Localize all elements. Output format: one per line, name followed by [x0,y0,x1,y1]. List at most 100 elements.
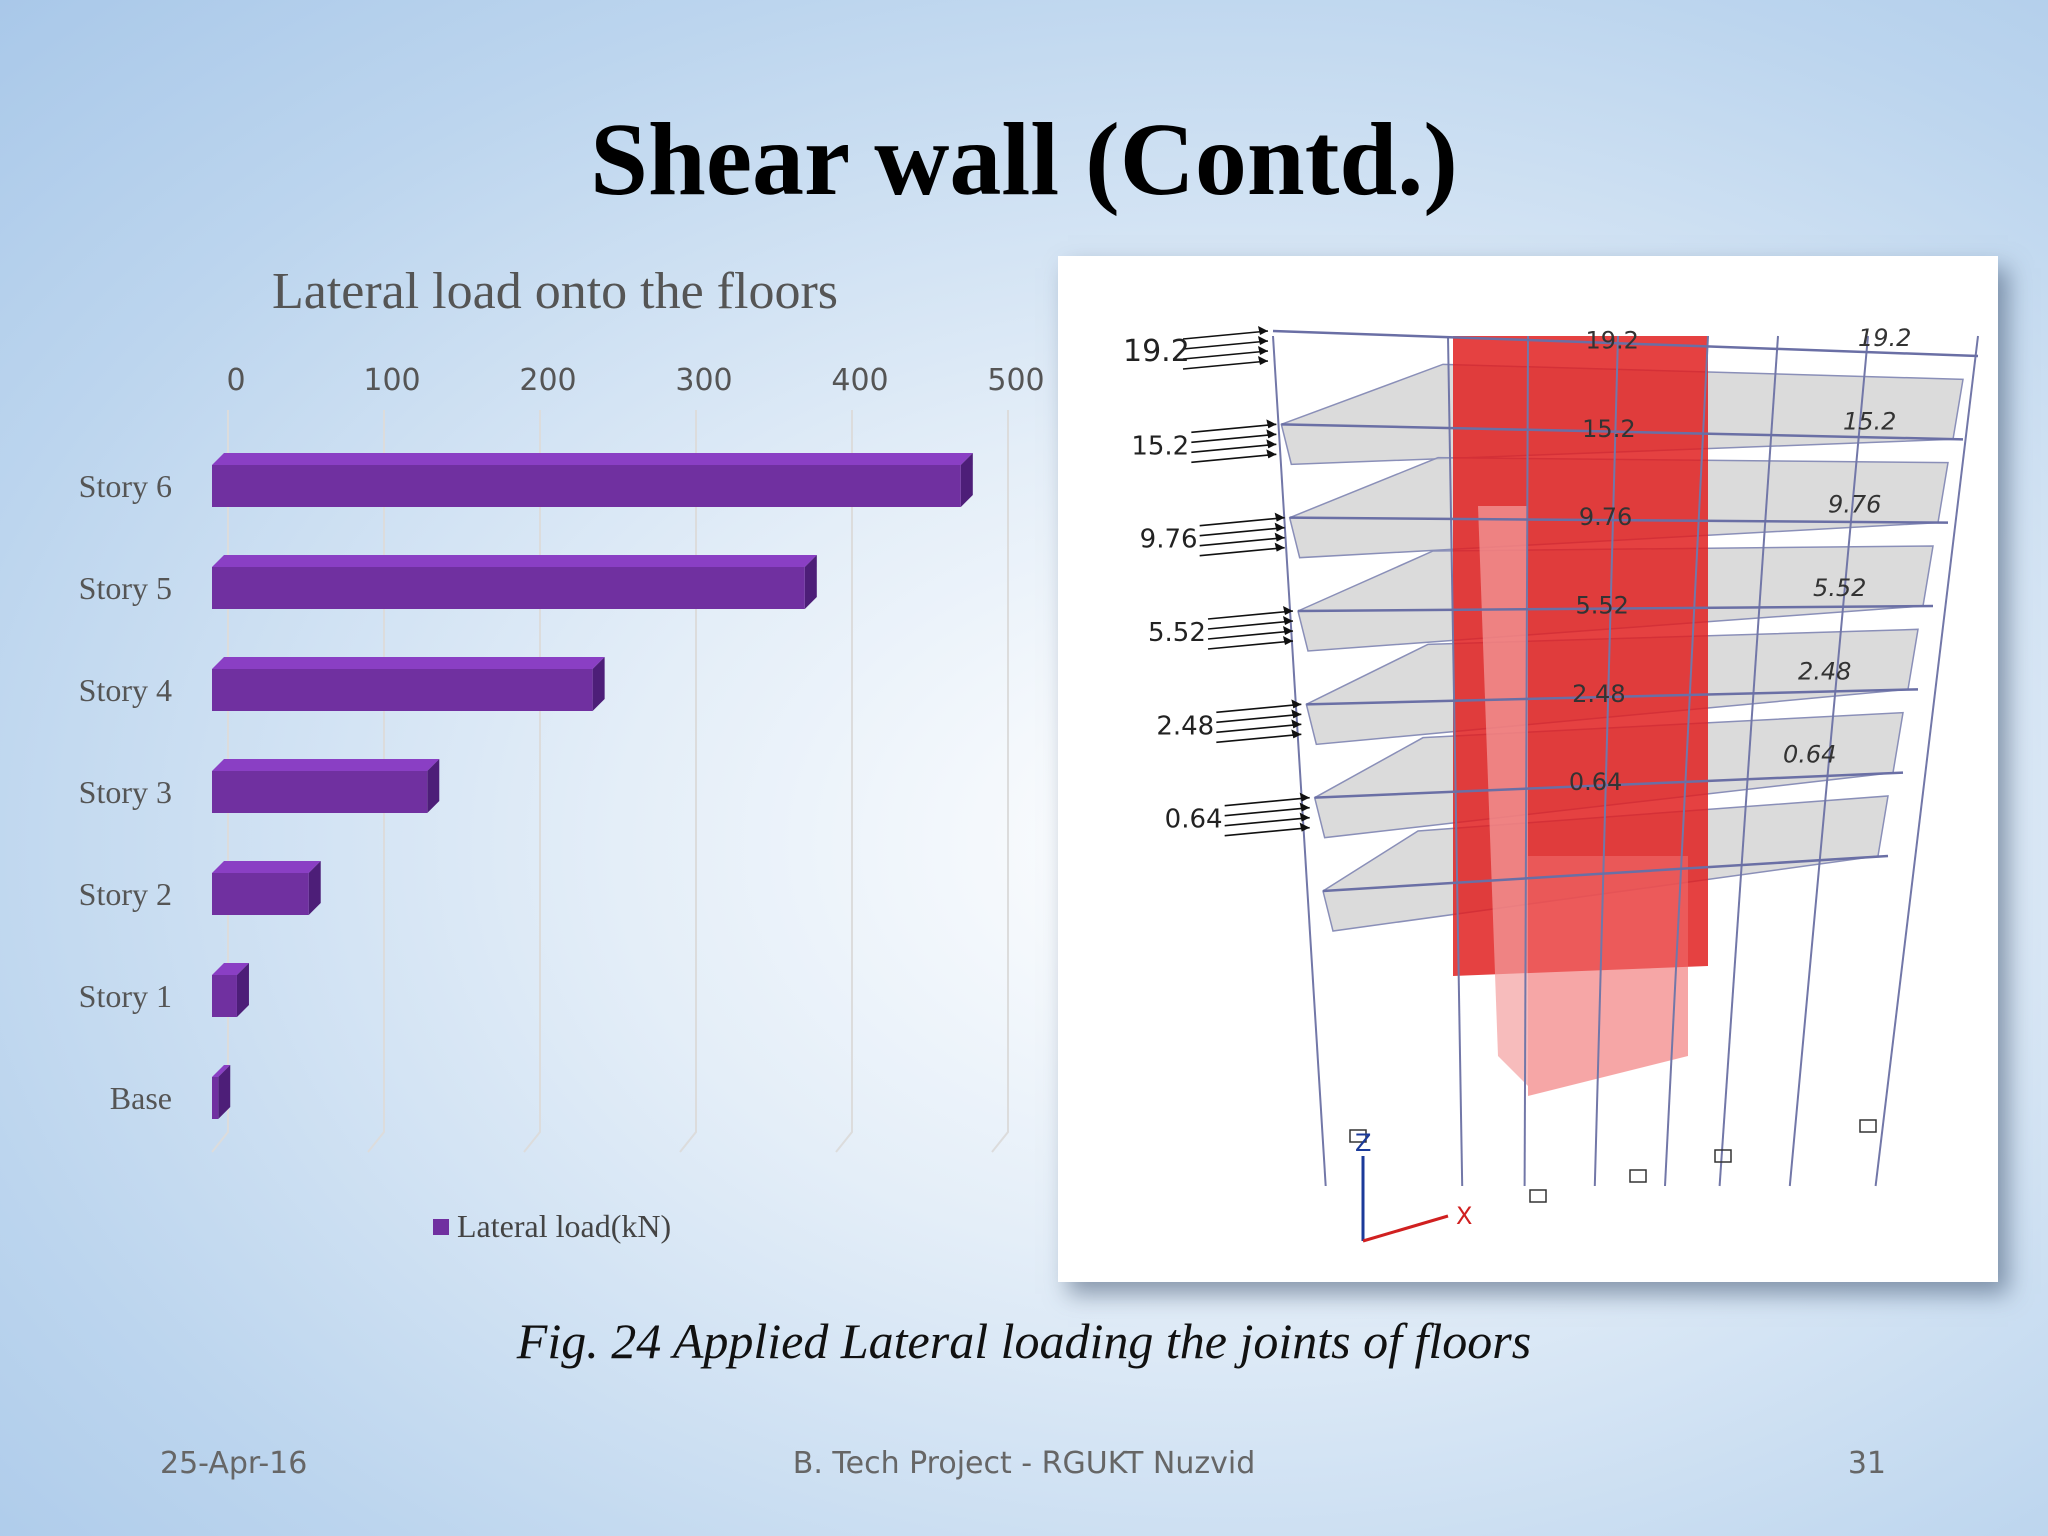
load-arrow [1182,350,1269,360]
gridline [523,410,541,1153]
shear-wall-lower [1478,506,1528,1086]
x-axis-label: X [1456,1202,1472,1230]
arrowhead [1291,729,1302,739]
x-tick-label: 200 [519,363,576,398]
load-label: 9.76 [1140,525,1198,555]
footer-center: B. Tech Project - RGUKT Nuzvid [792,1446,1256,1481]
arrowhead [1291,709,1302,719]
load-arrow [1216,723,1302,734]
shear-wall-lower-face [1528,856,1688,1096]
arrowhead [1274,542,1285,552]
column-line [1718,335,1779,1187]
arrowhead [1291,699,1302,709]
arrowhead [1283,616,1293,625]
gridline [211,410,229,1153]
load-arrow [1182,340,1269,350]
bar [212,873,309,915]
column-line [1788,335,1869,1187]
bar-top-face [212,555,817,567]
arrowhead [1266,419,1277,429]
arrowhead [1258,336,1268,345]
x-tick-label: 400 [831,363,888,398]
support-symbol [1629,1169,1647,1183]
arrowhead [1299,802,1310,812]
bar [212,1077,219,1119]
category-label: Story 5 [79,570,172,606]
bar-top-face [212,453,973,465]
gridline [835,410,853,1153]
beam-line [1306,688,1919,706]
category-label: Story 4 [79,672,172,708]
load-arrow [1207,620,1294,630]
x-axis-line [1362,1214,1449,1243]
bar-side-face [236,963,249,1017]
column-line [1272,335,1327,1187]
load-arrow [1207,630,1294,640]
load-arrow [1207,610,1294,620]
load-arrow [1191,423,1277,434]
arrowhead [1258,326,1268,335]
arrowhead [1274,522,1285,532]
legend-swatch [433,1218,449,1235]
bar-side-face [804,555,817,609]
beam-line [1297,604,1934,613]
arrowhead [1266,449,1277,459]
x-tick-label: 500 [987,363,1044,398]
bar [212,669,593,711]
bar-top-face [212,759,440,771]
load-label: 9.76 [1828,491,1881,519]
load-arrow [1182,330,1269,340]
bar-top-face [212,657,605,669]
load-arrow [1182,360,1269,370]
arrowhead [1299,822,1310,832]
arrowhead [1274,512,1285,522]
bar-top-face [212,963,249,975]
category-label: Story 1 [79,978,172,1014]
load-label: 15.2 [1843,407,1896,435]
column-line [1523,335,1529,1187]
bar-side-face [427,759,440,813]
load-label: 19.2 [1123,334,1190,369]
category-label: Story 6 [79,468,172,504]
legend-label: Lateral load(kN) [457,1208,672,1244]
load-arrow [1224,816,1310,827]
z-axis-label: Z [1355,1129,1371,1157]
bar [212,465,961,507]
bar [212,771,428,813]
load-arrow [1191,453,1277,464]
bar-side-face [592,657,605,711]
gridline [679,410,697,1153]
beam-line [1289,516,1949,524]
load-arrow [1216,733,1302,744]
arrowhead [1283,636,1293,645]
arrowhead [1266,429,1277,439]
load-arrow [1199,516,1285,527]
load-arrow [1216,713,1302,724]
arrowhead [1274,532,1285,542]
frame-model-drawing: 19.2 19.2 19.2 15.2 15.2 15.2 9.76 9.76 9.76 5.52… [1123,324,1979,1243]
category-label: Story 2 [79,876,172,912]
load-label: 19.2 [1858,324,1911,352]
column-line [1593,335,1619,1187]
category-label: Base [110,1080,172,1116]
load-label: 5.52 [1148,618,1206,648]
slide-title: Shear wall (Contd.) [590,102,1458,217]
x-tick-label: 100 [363,363,420,398]
structural-model-figure: 19.2 19.2 19.2 15.2 15.2 15.2 9.76 9.76 9.76 5.52… [1058,256,1998,1282]
footer-date: 25-Apr-16 [160,1446,308,1481]
bar-side-face [218,1065,231,1119]
beam-line [1314,771,1904,799]
load-arrow [1199,536,1285,547]
support-symbol [1349,1129,1367,1143]
support-symbol [1859,1119,1877,1133]
bar [212,567,805,609]
bar [212,975,237,1017]
load-arrow [1191,443,1277,454]
load-label: 19.2 [1586,327,1639,355]
load-arrow [1216,703,1302,714]
category-label: Story 3 [79,774,172,810]
load-label: 5.52 [1576,592,1629,620]
load-arrow [1224,796,1310,807]
arrowhead [1291,719,1302,729]
beam-line [1281,423,1964,441]
